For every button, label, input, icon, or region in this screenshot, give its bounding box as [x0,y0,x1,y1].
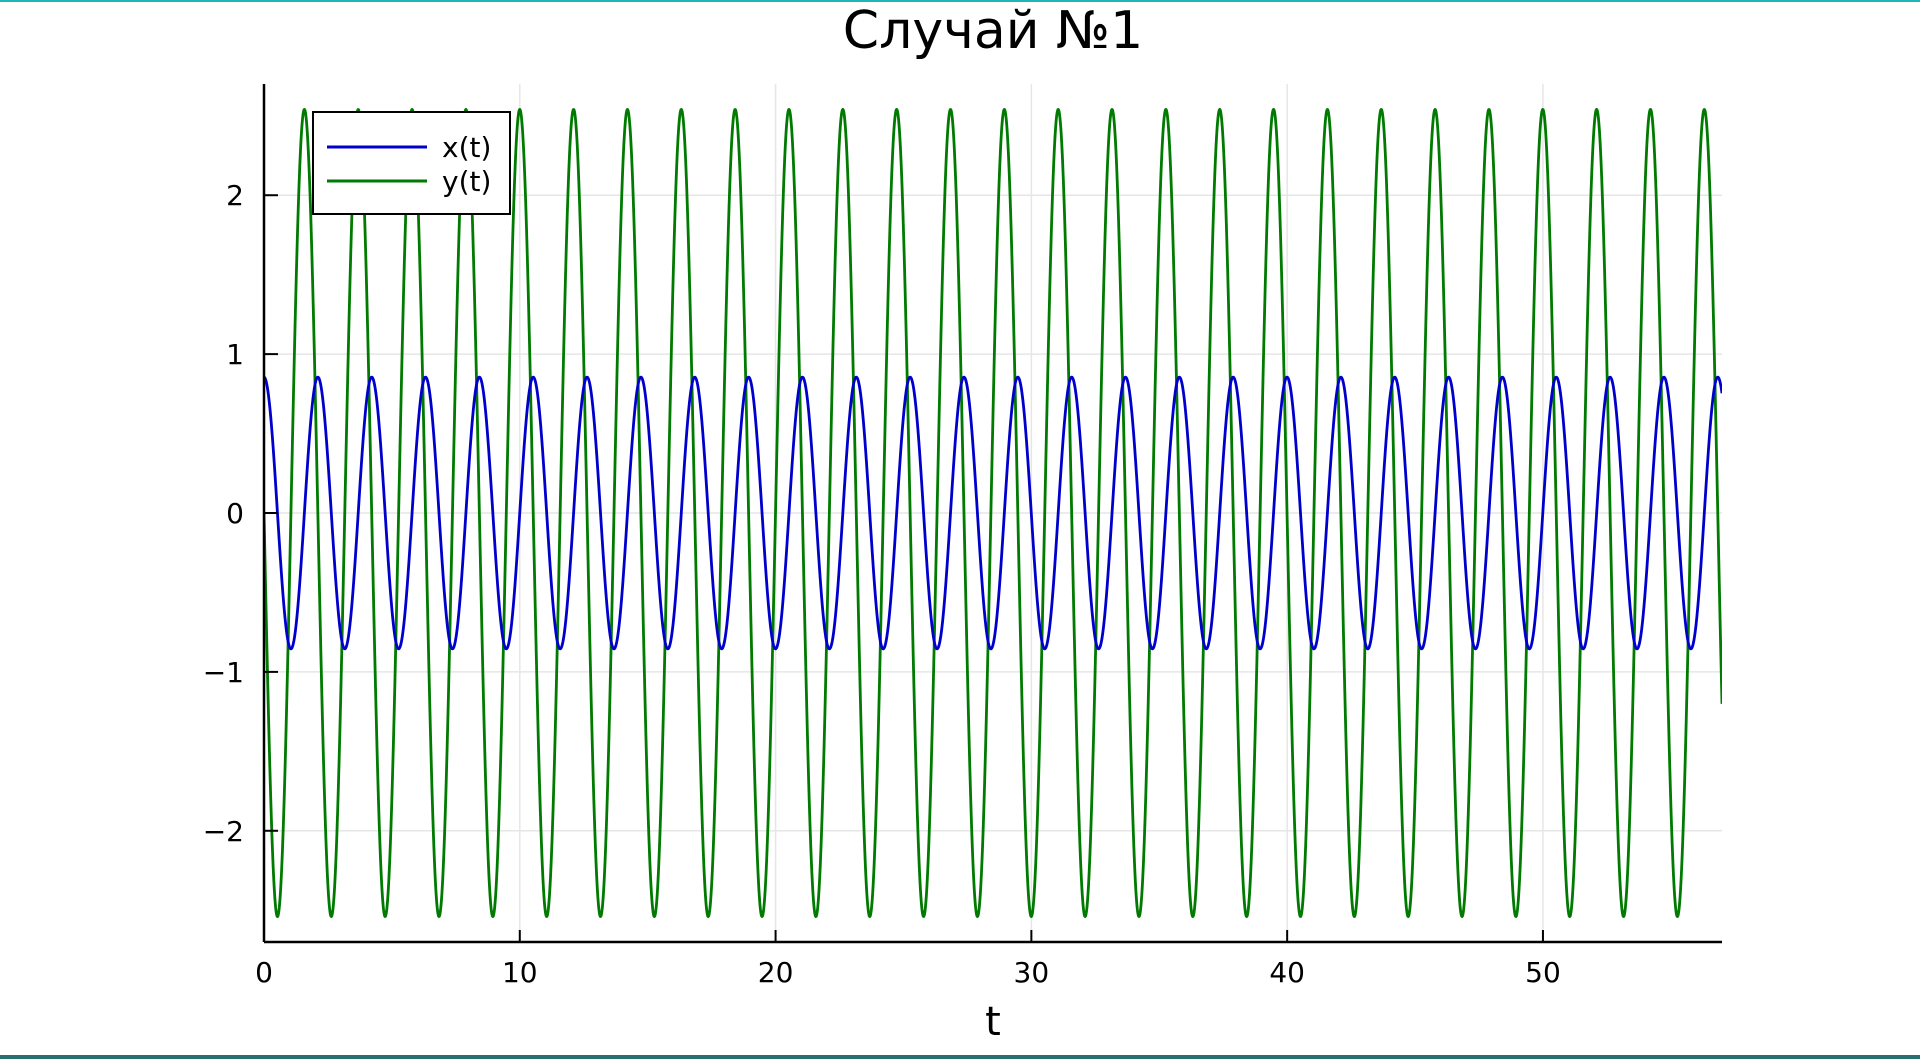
series-line-x [264,375,1722,651]
x-tick-label: 50 [1525,956,1561,989]
x-tick-label: 40 [1269,956,1305,989]
y-tick-label: 0 [226,497,244,530]
legend-label-y: y(t) [442,165,491,198]
legend-label-x: x(t) [442,131,491,164]
bottom-border [0,1055,1920,1059]
series-layer [264,108,1722,918]
x-axis-label: t [985,999,1001,1045]
x-tick-label: 0 [255,956,273,989]
legend: x(t) y(t) [312,111,511,215]
y-tick-label: 2 [226,179,244,212]
y-tick-label: −2 [203,815,244,848]
x-tick-label: 20 [758,956,794,989]
ticks: 0 10 20 30 40 50 −2 −1 0 1 2 [203,179,1561,989]
top-border [0,0,1920,2]
legend-box [312,111,511,215]
chart-title: Случай №1 [843,1,1143,61]
y-tick-label: 1 [226,338,244,371]
x-tick-label: 30 [1014,956,1050,989]
y-tick-label: −1 [203,656,244,689]
x-tick-label: 10 [502,956,538,989]
series-line-y [264,108,1722,918]
